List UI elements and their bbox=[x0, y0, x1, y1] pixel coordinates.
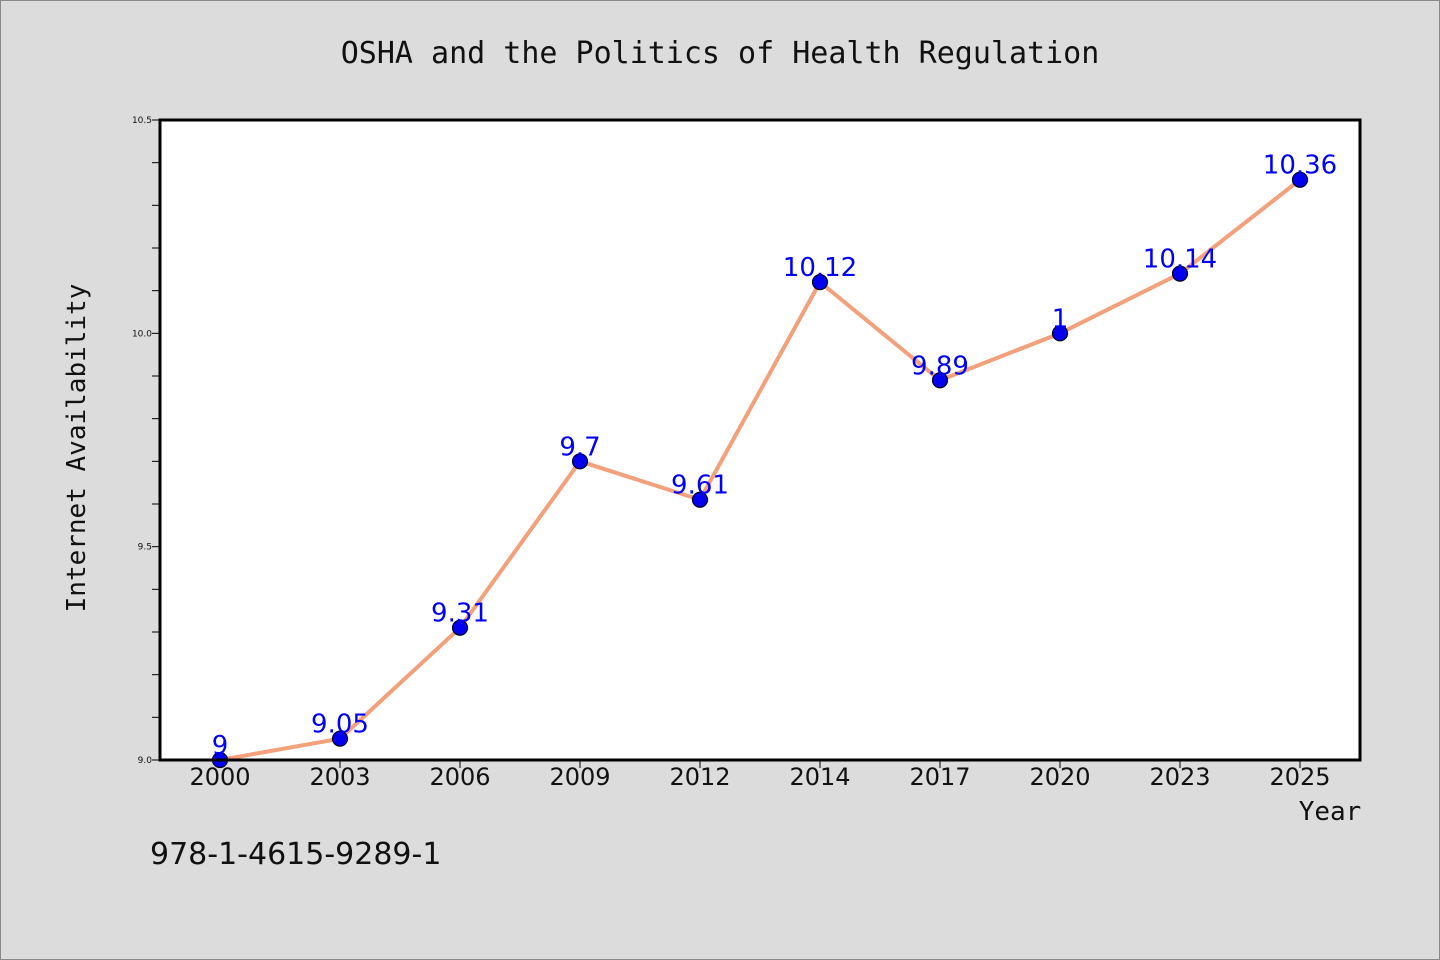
x-tick-label: 2003 bbox=[309, 763, 370, 791]
data-label: 10.14 bbox=[1143, 245, 1217, 275]
data-label: 10.36 bbox=[1263, 151, 1337, 181]
data-point bbox=[1291, 171, 1309, 188]
data-point bbox=[451, 619, 469, 636]
data-point bbox=[571, 453, 589, 470]
data-point bbox=[1051, 325, 1069, 342]
data-label: 9.61 bbox=[671, 471, 729, 501]
data-labels: 9 9.05 9.31 9.7 9.61 10.12 9.89 1 10.14 10.36 bbox=[212, 151, 1337, 761]
y-tick-label: 9.0 bbox=[138, 756, 153, 766]
data-label: 9.05 bbox=[311, 710, 369, 740]
y-tick-label: 9.5 bbox=[138, 543, 152, 553]
series-line bbox=[219, 178, 1302, 762]
data-point bbox=[931, 372, 949, 389]
y-axis-label: Internet Availability bbox=[62, 284, 92, 613]
data-point bbox=[811, 274, 829, 291]
plot-frame bbox=[158, 118, 1362, 762]
data-point bbox=[691, 491, 709, 508]
data-label: 9.7 bbox=[559, 432, 600, 462]
x-tick-label: 2025 bbox=[1269, 763, 1330, 791]
data-label: 9 bbox=[212, 731, 229, 761]
x-axis: 2000 2003 2006 2009 2012 2014 2017 2020 2023 2025 bbox=[189, 760, 1331, 791]
x-tick-label: 2012 bbox=[669, 763, 730, 791]
data-markers bbox=[211, 171, 1309, 769]
plot-area bbox=[160, 120, 1360, 760]
x-tick-label: 2009 bbox=[549, 763, 610, 791]
data-point bbox=[331, 730, 349, 747]
x-axis-label: Year bbox=[1299, 797, 1362, 827]
x-tick-label: 2014 bbox=[789, 763, 850, 791]
x-tick-label: 2023 bbox=[1149, 763, 1210, 791]
x-tick-label: 2006 bbox=[429, 763, 490, 791]
data-label: 9.31 bbox=[431, 599, 489, 629]
data-label: 1 bbox=[1052, 304, 1069, 334]
x-tick-label: 2020 bbox=[1029, 763, 1090, 791]
data-label: 9.89 bbox=[911, 351, 969, 381]
y-tick-label: 10.5 bbox=[132, 116, 152, 126]
isbn-footnote: 978-1-4615-9289-1 bbox=[150, 837, 441, 872]
x-tick-label: 2017 bbox=[909, 763, 970, 791]
data-point bbox=[1171, 265, 1189, 282]
chart-title: OSHA and the Politics of Health Regulati… bbox=[341, 36, 1100, 71]
y-tick-label: 10.0 bbox=[132, 329, 152, 339]
data-label: 10.12 bbox=[783, 253, 857, 283]
